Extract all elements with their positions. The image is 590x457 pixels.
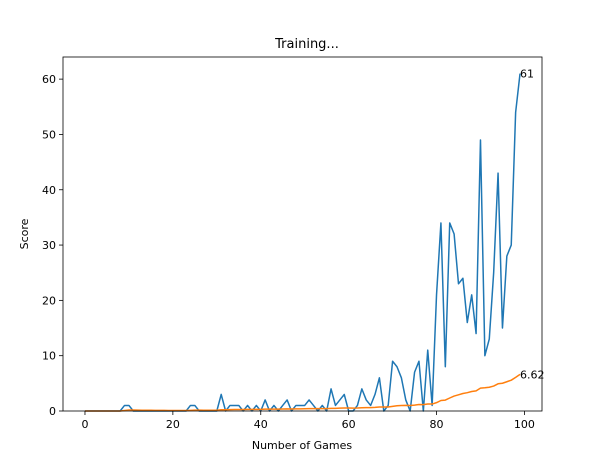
x-tick-label: 20 (166, 418, 180, 431)
y-tick-label: 40 (42, 184, 56, 197)
x-axis: 0 20 40 60 80 100 (81, 411, 535, 431)
y-tick-label: 20 (42, 294, 56, 307)
series-line-2 (84, 373, 521, 412)
x-tick-label: 0 (81, 418, 88, 431)
plot-area (84, 73, 521, 412)
end-label-mean-score: 6.62 (520, 368, 545, 381)
y-tick-label: 10 (42, 350, 56, 363)
y-tick-label: 60 (42, 73, 56, 86)
series-line-1 (84, 73, 521, 412)
plot-frame (62, 56, 543, 412)
x-tick-label: 100 (514, 418, 535, 431)
y-tick-label: 30 (42, 239, 56, 252)
y-axis-label: Score (18, 218, 31, 249)
chart-title: Training... (274, 37, 339, 52)
y-axis: 0 10 20 30 40 50 60 (42, 73, 63, 418)
x-tick-label: 40 (254, 418, 268, 431)
end-label-score: 61 (520, 68, 534, 81)
x-tick-label: 60 (342, 418, 356, 431)
x-tick-label: 80 (430, 418, 444, 431)
y-tick-label: 0 (49, 405, 56, 418)
y-tick-label: 50 (42, 128, 56, 141)
x-axis-label: Number of Games (252, 439, 353, 452)
